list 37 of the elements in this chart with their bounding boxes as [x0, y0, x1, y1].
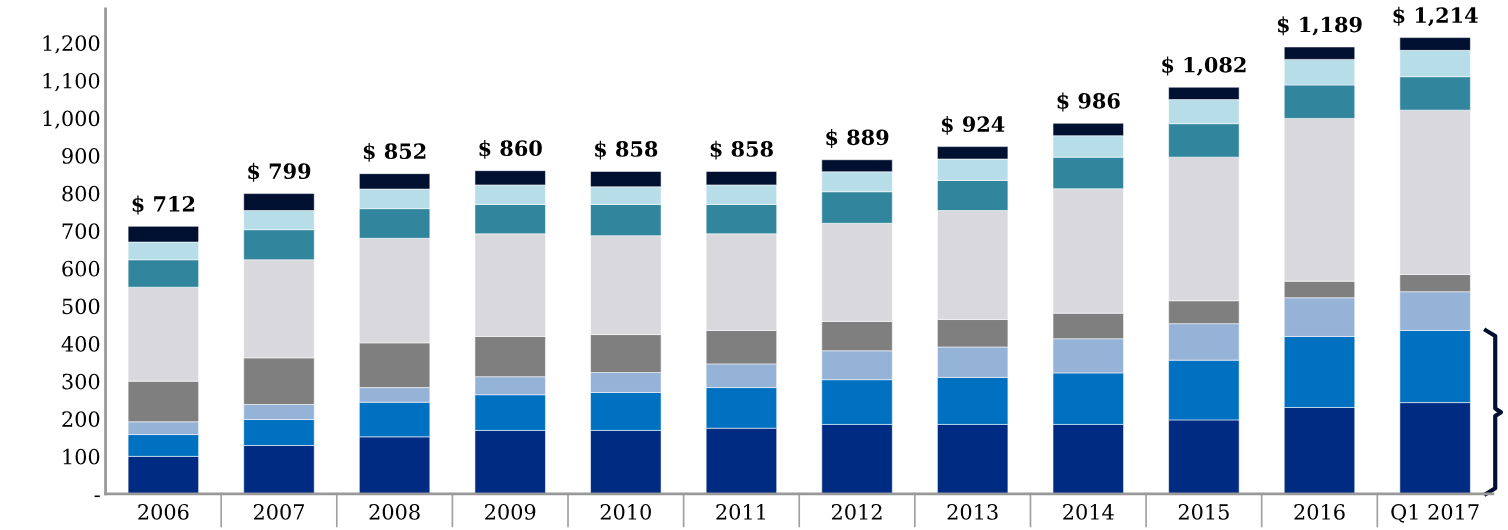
y-tick-label: 800	[62, 185, 100, 202]
y-tick-label: 500	[62, 298, 100, 315]
x-tick-label: 2013	[947, 504, 998, 520]
total-label: $ 924	[941, 115, 1005, 135]
y-tick-label: 1,000	[43, 110, 100, 129]
total-label: $ 712	[132, 195, 195, 215]
y-tick-label: 300	[62, 373, 100, 390]
x-tick-label: 2014	[1063, 504, 1114, 520]
x-tick-label: 2007	[253, 504, 304, 520]
total-label: $ 858	[595, 140, 658, 160]
total-label: $ 799	[248, 162, 311, 182]
total-label: $ 860	[479, 139, 542, 159]
x-tick-label: 2006	[138, 504, 189, 520]
y-tick-label: 900	[62, 148, 100, 164]
x-tick-label: 2009	[485, 504, 536, 520]
x-tick-label: 2010	[600, 504, 651, 520]
x-tick-label: 2008	[369, 504, 420, 520]
total-label: $ 1,082	[1162, 56, 1246, 76]
x-tick-label: Q1 2017	[1391, 504, 1479, 523]
x-tick-label: 2011	[716, 504, 765, 520]
y-tick-label: 100	[63, 448, 100, 465]
x-tick-label: 2012	[831, 504, 882, 520]
y-tick-label: 700	[62, 223, 100, 240]
y-tick-label: 600	[62, 260, 100, 277]
x-tick-label: 2015	[1178, 504, 1229, 520]
total-label: $ 852	[363, 142, 426, 162]
y-tick-label: 1,200	[43, 35, 100, 54]
y-tick-label: 200	[62, 411, 100, 427]
total-label: $ 1,214	[1393, 6, 1478, 27]
y-tick-label: 1,100	[43, 72, 100, 92]
total-label: $ 858	[710, 140, 773, 160]
total-label: $ 889	[826, 129, 889, 148]
total-label: $ 986	[1057, 92, 1120, 112]
y-tick-label: -	[94, 495, 100, 498]
total-label: $ 1,189	[1277, 16, 1362, 36]
x-tick-label: 2016	[1294, 504, 1345, 520]
y-tick-label: 400	[61, 336, 100, 352]
